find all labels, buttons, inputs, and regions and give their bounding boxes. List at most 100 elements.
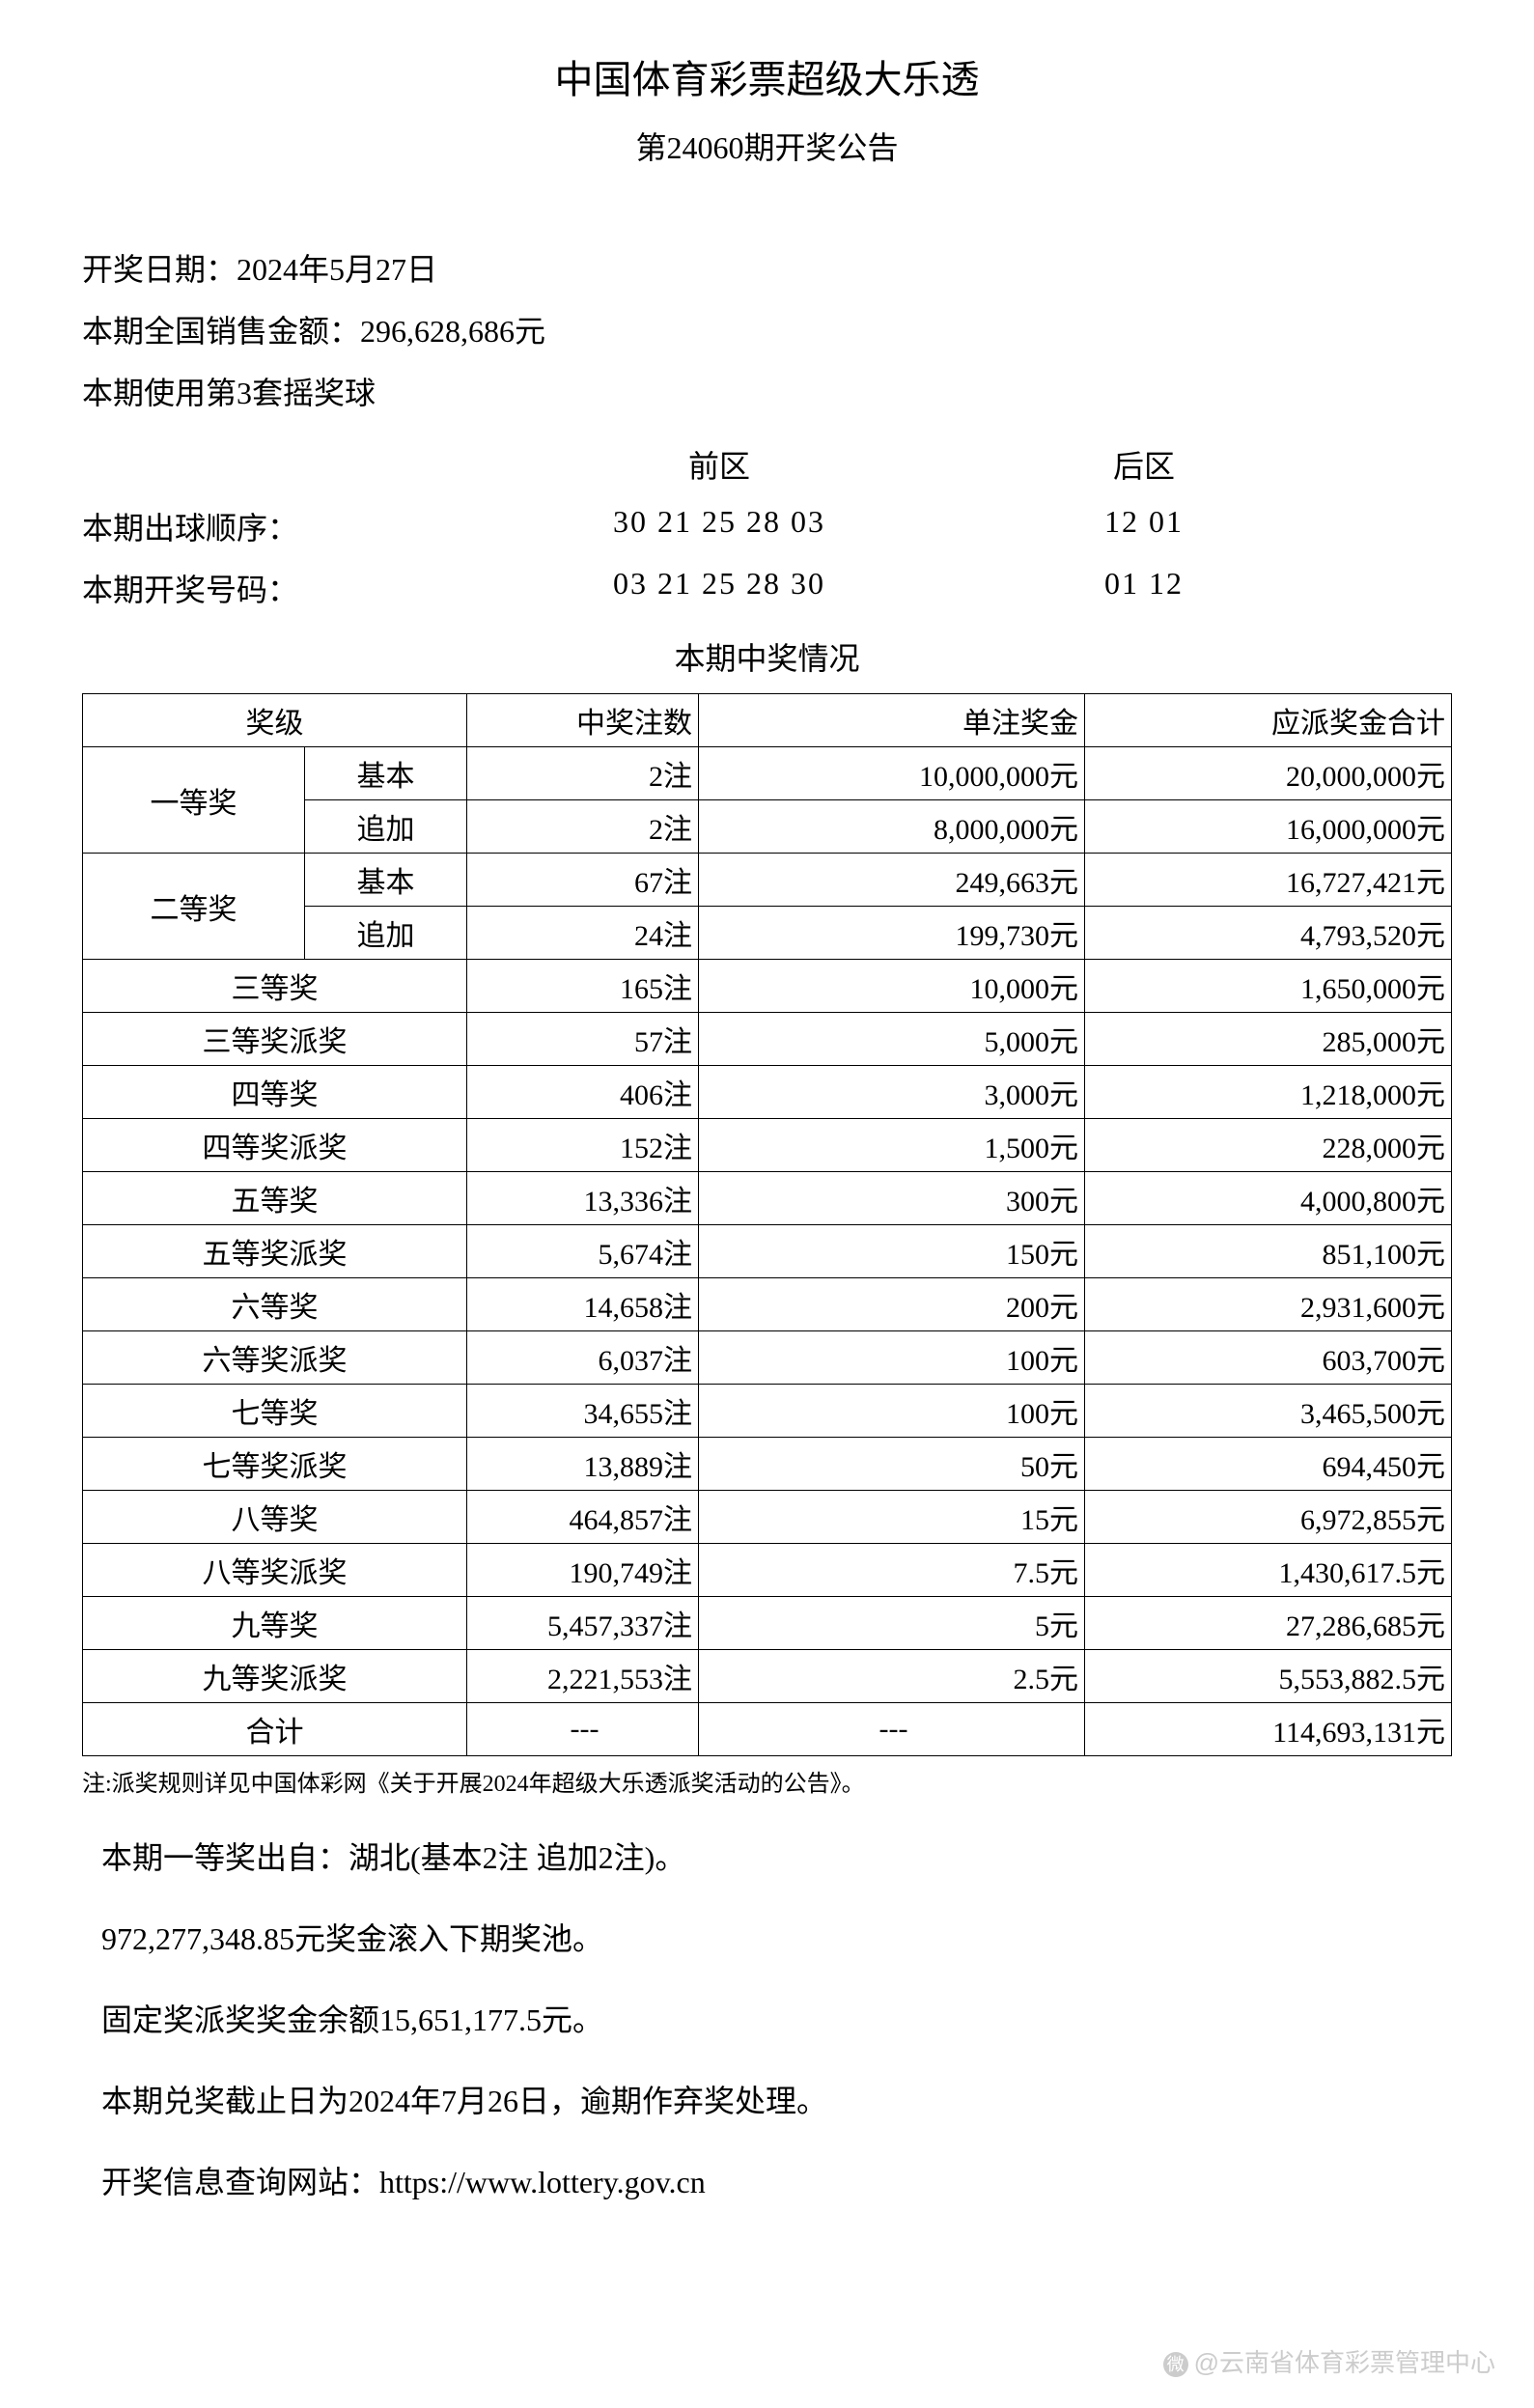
table-row: 三等奖 165注 10,000元 1,650,000元 [83,960,1452,1013]
table-row: 四等奖 406注 3,000元 1,218,000元 [83,1066,1452,1119]
winning-back: 01 12 [970,566,1318,610]
prize-name: 八等奖派奖 [83,1544,467,1597]
cell-total: 16,727,421元 [1085,854,1452,907]
table-row: 九等奖派奖 2,221,553注 2.5元 5,553,882.5元 [83,1650,1452,1703]
table-row: 七等奖派奖 13,889注 50元 694,450元 [83,1438,1452,1491]
cell-total: 603,700元 [1085,1331,1452,1385]
prize-name: 三等奖 [83,960,467,1013]
table-row: 六等奖 14,658注 200元 2,931,600元 [83,1278,1452,1331]
prize-name: 四等奖派奖 [83,1119,467,1172]
cell-total: 16,000,000元 [1085,800,1452,854]
cell-total: 851,100元 [1085,1225,1452,1278]
document-title: 中国体育彩票超级大乐透 [82,48,1452,104]
cell-total: 6,972,855元 [1085,1491,1452,1544]
zone-headers: 前区 后区 [82,442,1452,487]
cell-amount: 200元 [699,1278,1085,1331]
cell-amount: 7.5元 [699,1544,1085,1597]
cell-count: 34,655注 [467,1385,699,1438]
cell-amount: 8,000,000元 [699,800,1085,854]
winning-front: 03 21 25 28 30 [468,566,970,610]
prize-name: 四等奖 [83,1066,467,1119]
cell-amount: 249,663元 [699,854,1085,907]
cell-count: 2注 [467,800,699,854]
cell-count: 152注 [467,1119,699,1172]
table-row: 五等奖 13,336注 300元 4,000,800元 [83,1172,1452,1225]
prize-name: 一等奖 [83,747,305,854]
cell-amount: 5元 [699,1597,1085,1650]
table-row: 合计 --- --- 114,693,131元 [83,1703,1452,1756]
header-total: 应派奖金合计 [1085,694,1452,747]
table-row: 八等奖 464,857注 15元 6,972,855元 [83,1491,1452,1544]
ballset-info: 本期使用第3套摇奖球 [82,369,1452,413]
cell-count: 13,889注 [467,1438,699,1491]
watermark: 微@云南省体育彩票管理中心 [1163,2343,1495,2379]
cell-amount: 5,000元 [699,1013,1085,1066]
prize-sub: 追加 [305,800,467,854]
cell-total: 27,286,685元 [1085,1597,1452,1650]
bottom-line-5: 开奖信息查询网站：https://www.lottery.gov.cn [101,2151,1452,2213]
table-row: 三等奖派奖 57注 5,000元 285,000元 [83,1013,1452,1066]
cell-total: 694,450元 [1085,1438,1452,1491]
prize-name: 二等奖 [83,854,305,960]
draw-order-front: 30 21 25 28 03 [468,504,970,548]
cell-total: 1,218,000元 [1085,1066,1452,1119]
draw-order-row: 本期出球顺序： 30 21 25 28 03 12 01 [82,504,1452,548]
table-header-row: 奖级 中奖注数 单注奖金 应派奖金合计 [83,694,1452,747]
prize-sub: 追加 [305,907,467,960]
cell-amount: 1,500元 [699,1119,1085,1172]
cell-count: 14,658注 [467,1278,699,1331]
prize-name: 七等奖派奖 [83,1438,467,1491]
cell-count: 2注 [467,747,699,800]
cell-count: --- [467,1703,699,1756]
cell-amount: 199,730元 [699,907,1085,960]
table-row: 四等奖派奖 152注 1,500元 228,000元 [83,1119,1452,1172]
cell-amount: 50元 [699,1438,1085,1491]
cell-amount: 2.5元 [699,1650,1085,1703]
table-row: 六等奖派奖 6,037注 100元 603,700元 [83,1331,1452,1385]
cell-total: 1,430,617.5元 [1085,1544,1452,1597]
cell-count: 13,336注 [467,1172,699,1225]
prize-name: 六等奖派奖 [83,1331,467,1385]
cell-amount: --- [699,1703,1085,1756]
bottom-line-4: 本期兑奖截止日为2024年7月26日，逾期作弃奖处理。 [101,2070,1452,2132]
weibo-icon: 微 [1163,2352,1188,2377]
footnote: 注:派奖规则详见中国体彩网《关于开展2024年超级大乐透派奖活动的公告》。 [82,1764,1452,1798]
watermark-text: @云南省体育彩票管理中心 [1194,2348,1495,2377]
cell-amount: 150元 [699,1225,1085,1278]
prize-name: 五等奖派奖 [83,1225,467,1278]
prize-name: 六等奖 [83,1278,467,1331]
draw-order-back: 12 01 [970,504,1318,548]
prize-sub: 基本 [305,854,467,907]
cell-amount: 15元 [699,1491,1085,1544]
cell-count: 190,749注 [467,1544,699,1597]
bottom-line-2: 972,277,348.85元奖金滚入下期奖池。 [101,1908,1452,1970]
bottom-line-1: 本期一等奖出自：湖北(基本2注 追加2注)。 [101,1827,1452,1889]
header-amount: 单注奖金 [699,694,1085,747]
draw-date: 开奖日期：2024年5月27日 [82,245,1452,290]
table-row: 二等奖 基本 67注 249,663元 16,727,421元 [83,854,1452,907]
cell-total: 20,000,000元 [1085,747,1452,800]
cell-total: 2,931,600元 [1085,1278,1452,1331]
prize-table: 奖级 中奖注数 单注奖金 应派奖金合计 一等奖 基本 2注 10,000,000… [82,693,1452,1756]
draw-order-label: 本期出球顺序： [82,504,468,548]
prize-name: 合计 [83,1703,467,1756]
zone-front-label: 前区 [468,442,970,487]
prize-name: 八等奖 [83,1491,467,1544]
cell-amount: 100元 [699,1331,1085,1385]
prize-name: 三等奖派奖 [83,1013,467,1066]
prize-sub: 基本 [305,747,467,800]
cell-total: 5,553,882.5元 [1085,1650,1452,1703]
cell-total: 3,465,500元 [1085,1385,1452,1438]
prize-name: 九等奖派奖 [83,1650,467,1703]
cell-count: 2,221,553注 [467,1650,699,1703]
cell-amount: 300元 [699,1172,1085,1225]
cell-total: 285,000元 [1085,1013,1452,1066]
cell-amount: 100元 [699,1385,1085,1438]
cell-amount: 10,000元 [699,960,1085,1013]
cell-amount: 3,000元 [699,1066,1085,1119]
cell-count: 464,857注 [467,1491,699,1544]
prize-name: 七等奖 [83,1385,467,1438]
winning-label: 本期开奖号码： [82,566,468,610]
header-count: 中奖注数 [467,694,699,747]
cell-total: 4,000,800元 [1085,1172,1452,1225]
